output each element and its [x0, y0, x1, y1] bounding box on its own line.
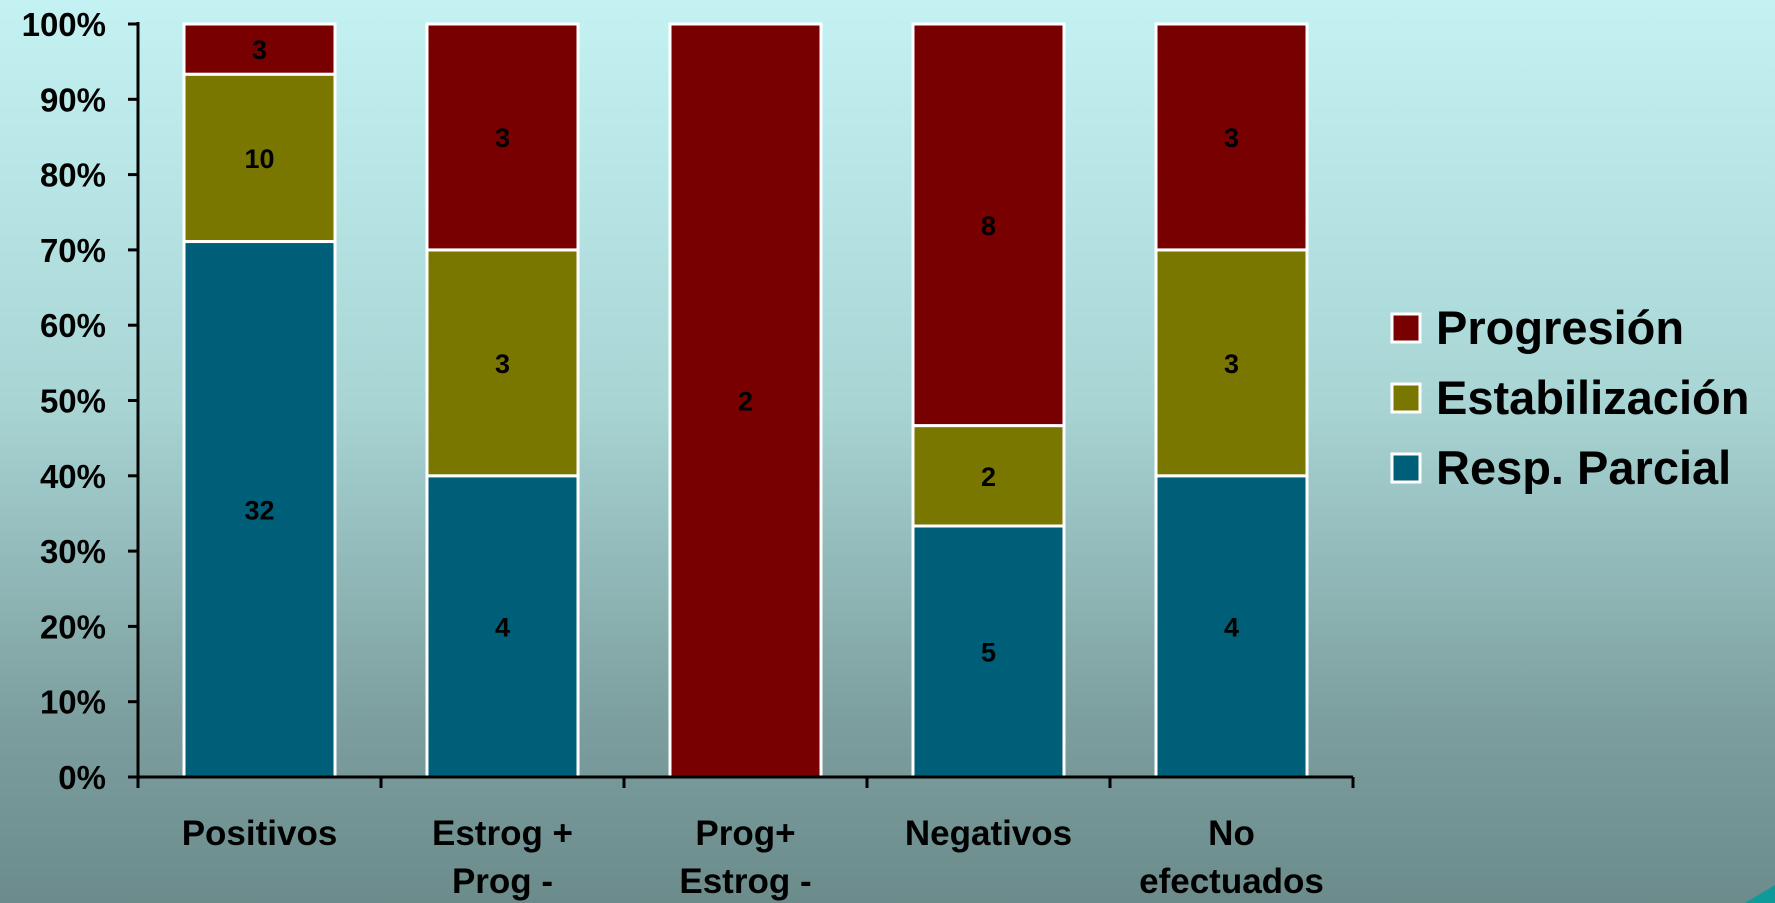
bar-value-label: 2 [981, 462, 996, 492]
bar-segment [1154, 22, 1309, 252]
corner-decoration-icon [1745, 885, 1775, 903]
y-tick-label: 40% [40, 458, 106, 495]
bar-value-label: 8 [981, 211, 996, 241]
bar-value-label: 5 [981, 638, 996, 668]
y-tick-label: 10% [40, 684, 106, 721]
y-tick-label: 70% [40, 232, 106, 269]
x-axis-labels: Positivos Estrog + Prog - Prog+ Estrog - Nega… [182, 814, 1324, 901]
bar-segment [668, 22, 823, 779]
bar-value-label: 3 [252, 35, 267, 65]
bar-segment [911, 22, 1066, 428]
legend-swatch [1390, 452, 1422, 484]
y-axis-ticks: 0% 10% 20% 30% 40% 50% 60% 70% 80% 90% 100% [22, 6, 138, 796]
x-category-label: Positivos [182, 814, 338, 853]
bar-segment [182, 240, 337, 779]
x-category-label: Prog+ Estrog - [679, 814, 811, 901]
bar-segment [1154, 248, 1309, 478]
x-category-label: No efectuados [1139, 814, 1324, 901]
legend-label: Progresión [1436, 301, 1684, 354]
x-category-label: Estrog + Prog - [432, 814, 573, 901]
bar-value-label: 10 [244, 144, 274, 174]
bar-segment [1154, 474, 1309, 779]
bar-value-label: 3 [1224, 349, 1239, 379]
y-tick-label: 0% [58, 759, 106, 796]
y-tick-label: 80% [40, 157, 106, 194]
bar-value-label: 4 [1224, 612, 1239, 642]
bar-value-label: 3 [495, 349, 510, 379]
y-tick-label: 90% [40, 81, 106, 118]
x-category-label: Negativos [905, 814, 1072, 853]
legend-label: Resp. Parcial [1436, 441, 1731, 494]
y-tick-label: 100% [22, 6, 106, 43]
bar-value-label: 3 [495, 123, 510, 153]
bar-segment [425, 474, 580, 779]
legend: Progresión Estabilización Resp. Parcial [1390, 301, 1749, 494]
bar-value-label: 3 [1224, 123, 1239, 153]
bar-value-label: 2 [738, 387, 753, 417]
bar-segment [182, 72, 337, 244]
bar-segment [182, 22, 337, 76]
axes [136, 22, 1355, 788]
bar-segment [425, 22, 580, 252]
legend-swatch [1390, 312, 1422, 344]
bar-segment [425, 248, 580, 478]
legend-swatch [1390, 382, 1422, 414]
y-tick-label: 20% [40, 608, 106, 645]
legend-label: Estabilización [1436, 371, 1749, 424]
bar-value-label: 32 [244, 495, 274, 525]
y-tick-label: 50% [40, 383, 106, 420]
y-tick-label: 30% [40, 533, 106, 570]
bar-segment [911, 524, 1066, 779]
bar-value-label: 4 [495, 612, 510, 642]
y-tick-label: 60% [40, 307, 106, 344]
